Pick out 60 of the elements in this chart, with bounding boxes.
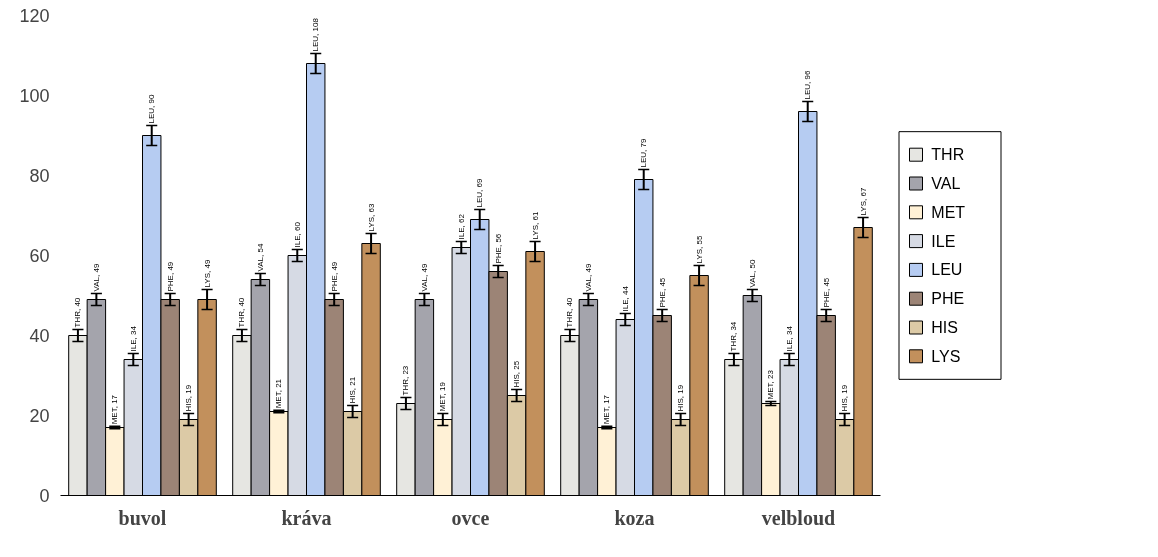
legend-label: LEU	[931, 261, 963, 279]
data-label: LEU, 90	[147, 94, 157, 124]
data-label: LYS, 49	[202, 259, 212, 288]
data-label: MET, 17	[602, 394, 612, 425]
legend-label: PHE	[931, 290, 965, 308]
data-label: THR, 40	[565, 297, 575, 328]
data-label: PHE, 56	[493, 233, 503, 264]
data-label: LEU, 69	[475, 178, 485, 208]
x-tick-label: buvol	[118, 506, 167, 529]
y-tick-label: 80	[29, 166, 50, 186]
data-label: VAL, 54	[255, 243, 265, 272]
y-tick-label: 120	[19, 6, 50, 26]
data-label: THR, 23	[401, 365, 411, 396]
y-tick-label: 0	[39, 486, 50, 506]
data-label: HIS, 19	[676, 384, 686, 412]
data-label: LYS, 55	[694, 235, 704, 264]
data-label: LYS, 61	[530, 211, 540, 240]
data-label: THR, 40	[237, 297, 247, 328]
y-tick-label: 40	[29, 326, 50, 346]
data-label: MET, 21	[274, 378, 284, 409]
data-label: LYS, 63	[366, 203, 376, 232]
data-label: VAL, 49	[91, 263, 101, 292]
data-label: PHE, 49	[329, 261, 339, 292]
legend-label: HIS	[931, 319, 958, 336]
data-label: VAL, 50	[747, 259, 757, 288]
y-tick-label: 60	[29, 246, 50, 266]
x-tick-label: ovce	[451, 506, 490, 529]
data-label: PHE, 45	[821, 277, 831, 308]
y-tick-label: 20	[29, 406, 50, 426]
x-tick-label: koza	[614, 506, 655, 529]
data-label: VAL, 49	[419, 263, 429, 292]
data-label: ILE, 62	[456, 213, 466, 240]
data-label: LYS, 67	[858, 187, 868, 216]
data-label: PHE, 49	[165, 261, 175, 292]
legend-label: ILE	[931, 232, 956, 250]
data-label: HIS, 19	[184, 384, 194, 412]
data-label: VAL, 49	[583, 263, 593, 292]
legend-label: VAL	[931, 175, 961, 192]
data-label: ILE, 44	[620, 285, 630, 312]
x-tick-label: velbloud	[761, 506, 836, 529]
y-tick-label: 100	[19, 86, 50, 106]
data-label: HIS, 19	[840, 384, 850, 412]
data-label: ILE, 34	[784, 325, 794, 352]
legend-label: LYS	[931, 347, 961, 365]
data-label: ILE, 60	[292, 221, 302, 248]
data-label: HIS, 25	[512, 360, 522, 388]
legend-label: MET	[931, 203, 966, 221]
data-label: LEU, 79	[639, 138, 649, 168]
legend-label: THR	[931, 146, 965, 164]
data-label: THR, 40	[73, 297, 83, 328]
x-tick-label: kráva	[281, 506, 332, 529]
data-label: MET, 17	[110, 394, 120, 425]
data-label: HIS, 21	[348, 376, 358, 404]
data-label: MET, 23	[766, 369, 776, 400]
data-label: MET, 19	[438, 381, 448, 412]
data-label: ILE, 34	[128, 325, 138, 352]
data-label: LEU, 96	[803, 70, 813, 100]
data-label: PHE, 45	[657, 277, 667, 308]
data-label: LEU, 108	[311, 17, 321, 52]
data-label: THR, 34	[729, 321, 739, 352]
